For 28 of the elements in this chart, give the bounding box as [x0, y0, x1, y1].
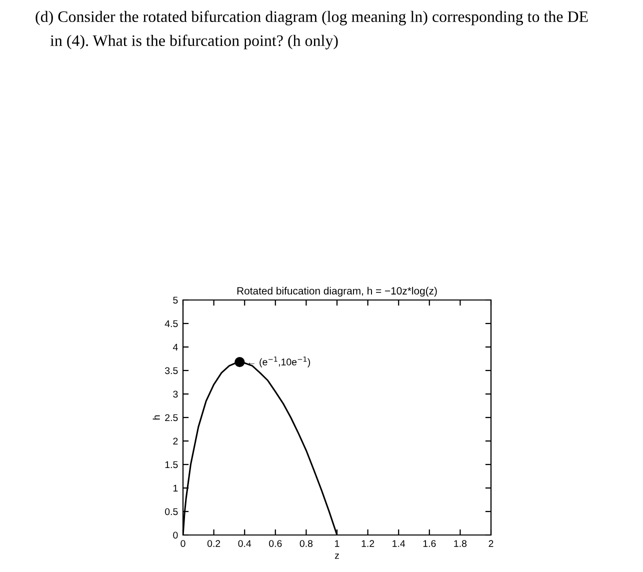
x-tick-label: 1.4 — [392, 540, 406, 547]
x-tick-label: 0.2 — [207, 540, 220, 547]
y-tick-label: 2.5 — [165, 414, 178, 422]
text: in (4). What is the bifurcation point? (h only) — [50, 34, 338, 50]
y-tick-label: 1.5 — [165, 461, 178, 468]
x-tick-label: 1.2 — [362, 540, 374, 547]
y-tick-label: 2 — [173, 438, 178, 445]
y-tick-label: 3 — [173, 390, 178, 398]
y-tick-label: 0.5 — [165, 508, 178, 516]
x-tick-label: 0.4 — [238, 540, 252, 547]
x-axis-title: z — [334, 554, 339, 559]
x-tick-label: 0.8 — [300, 540, 313, 547]
chart-title: Rotated bifucation diagram, h = −10z*log(z) — [237, 286, 437, 297]
annotation: ← (e$^{−1}$,10e$^{−1}$) — [248, 356, 310, 368]
x-tick-label: 1.6 — [423, 540, 436, 547]
y-tick-label: 3.5 — [164, 367, 178, 374]
text: (d) Consider the rotated bifurcation diagram (log meaning ln) corresponding to the DE — [36, 10, 588, 26]
x-tick-label: 2 — [488, 540, 494, 547]
x-tick-label: 0.6 — [269, 540, 282, 547]
x-tick-label: 1 — [335, 540, 340, 547]
y-tick-label: 4.5 — [164, 320, 178, 328]
x-tick-label: 0 — [180, 540, 186, 547]
y-tick-label: 1 — [173, 484, 178, 492]
y-axis-title: h — [152, 415, 160, 420]
y-tick-label: 0 — [173, 532, 178, 539]
x-tick-label: 1.8 — [454, 540, 467, 547]
y-tick-label: 4 — [172, 344, 178, 351]
y-tick-label: 5 — [173, 296, 178, 304]
